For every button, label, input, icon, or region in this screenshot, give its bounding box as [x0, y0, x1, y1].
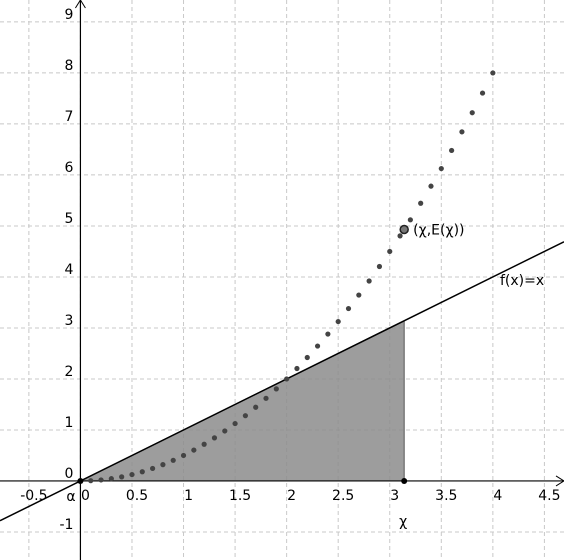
- trace-point: [139, 469, 145, 475]
- trace-point: [376, 263, 383, 270]
- x-tick-label: 2: [287, 488, 296, 504]
- trace-point: [263, 395, 269, 401]
- y-tick-label: 4: [65, 262, 74, 278]
- x-tick-label: 3: [390, 488, 399, 504]
- axis-arrow: [75, 0, 86, 9]
- trace-point: [149, 465, 156, 472]
- trace-point: [335, 318, 341, 325]
- x-tick-label: 3.5: [435, 488, 457, 504]
- trace-point: [366, 278, 372, 284]
- trace-point: [479, 90, 486, 96]
- origin-label: α: [66, 489, 75, 505]
- trace-point: [459, 129, 465, 135]
- trace-point: [119, 474, 125, 480]
- trace-point: [88, 478, 94, 484]
- trace-point: [438, 165, 444, 172]
- y-tick-label: 2: [65, 364, 74, 380]
- y-tick-label: 1: [65, 415, 74, 431]
- x-tick-label: 4.5: [538, 488, 560, 504]
- trace-point: [253, 404, 259, 410]
- trace-point: [211, 435, 218, 441]
- y-tick-label: -1: [59, 517, 73, 533]
- x-tick-label: 1: [184, 488, 193, 504]
- function-line: [0, 241, 564, 522]
- y-tick-label: 6: [65, 160, 74, 176]
- trace-point: [160, 462, 166, 468]
- trace-point: [356, 292, 362, 298]
- trace-point: [273, 386, 279, 392]
- y-tick-label: 9: [65, 7, 74, 23]
- trace-point: [180, 452, 187, 459]
- trace-point: [397, 233, 403, 239]
- x-tick-label: 2.5: [332, 488, 354, 504]
- trace-point: [129, 471, 135, 478]
- trace-point: [232, 420, 238, 427]
- x-tick-label: -0.5: [20, 488, 47, 504]
- axis-arrow: [555, 475, 564, 487]
- y-tick-label: 0: [65, 466, 74, 482]
- trace-point: [170, 457, 176, 463]
- trace-point: [345, 305, 352, 312]
- trace-point: [314, 343, 321, 349]
- chi-point: [401, 477, 408, 484]
- trace-point: [284, 376, 290, 382]
- y-tick-label: 5: [65, 211, 74, 227]
- x-tick-label: 0.5: [126, 488, 148, 504]
- trace-point: [490, 70, 496, 76]
- curve-point: [399, 224, 409, 235]
- trace-point: [191, 447, 197, 453]
- trace-point: [108, 476, 114, 482]
- x-tick-label: 4: [493, 488, 502, 504]
- trace-point: [304, 354, 310, 361]
- y-tick-label: 8: [65, 58, 74, 74]
- y-tick-label: 7: [65, 109, 74, 125]
- trace-point: [418, 200, 424, 206]
- x-tick-label: 0: [81, 488, 90, 504]
- trace-point: [407, 217, 413, 223]
- trace-point: [98, 477, 104, 483]
- trace-point: [242, 413, 248, 419]
- chi-label: χ: [399, 514, 407, 530]
- origin-point: [77, 477, 84, 484]
- trace-point: [222, 428, 228, 434]
- trace-point: [428, 183, 434, 189]
- trace-point: [387, 248, 393, 255]
- point-label: (χ,E(χ)): [413, 223, 464, 239]
- x-tick-label: 1.5: [229, 488, 251, 504]
- trace-point: [201, 441, 207, 447]
- function-label: f(x)=x: [500, 273, 544, 289]
- trace-point: [294, 365, 300, 372]
- trace-point: [325, 331, 331, 337]
- trace-point: [449, 147, 455, 154]
- trace-point: [469, 110, 475, 116]
- y-tick-label: 3: [65, 313, 74, 329]
